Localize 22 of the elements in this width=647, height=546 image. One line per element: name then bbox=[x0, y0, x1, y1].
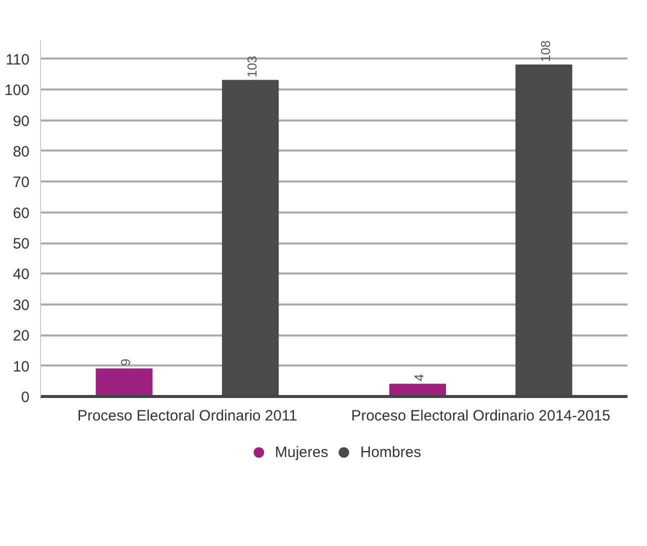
legend-label: Mujeres bbox=[274, 444, 328, 460]
y-tick-label: 50 bbox=[12, 236, 30, 253]
y-tick-label: 20 bbox=[12, 328, 30, 345]
y-tick-label: 100 bbox=[4, 82, 30, 100]
y-tick-label: 10 bbox=[12, 358, 30, 376]
y-tick-label: 30 bbox=[12, 296, 30, 314]
data-label: 103 bbox=[244, 56, 260, 78]
y-tick-label: 70 bbox=[12, 174, 30, 192]
y-tick-label: 90 bbox=[12, 112, 30, 130]
y-tick-label: 0 bbox=[21, 389, 30, 406]
y-tick-label: 60 bbox=[12, 204, 30, 222]
x-tick-label: Proceso Electoral Ordinario 2011 bbox=[77, 408, 298, 424]
data-label: 108 bbox=[538, 40, 553, 62]
y-tick-label: 40 bbox=[12, 266, 30, 284]
legend-label: Hombres bbox=[360, 444, 422, 460]
data-label: 4 bbox=[412, 374, 427, 382]
bar bbox=[389, 384, 446, 396]
bar bbox=[96, 368, 153, 396]
x-tick-label: Proceso Electoral Ordinario 2014-2015 bbox=[351, 408, 610, 424]
y-tick-label: 110 bbox=[6, 51, 30, 68]
y-tick-label: 80 bbox=[12, 143, 30, 160]
data-label: 9 bbox=[118, 358, 134, 366]
